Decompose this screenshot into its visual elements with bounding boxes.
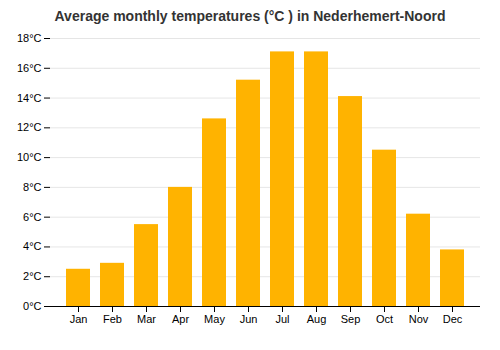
svg-text:10°C: 10°C (17, 151, 42, 163)
svg-text:14°C: 14°C (17, 92, 42, 104)
svg-text:Jan: Jan (70, 313, 88, 325)
svg-text:0°C: 0°C (23, 300, 42, 312)
svg-text:Jun: Jun (240, 313, 258, 325)
svg-text:6°C: 6°C (23, 211, 42, 223)
svg-text:18°C: 18°C (17, 32, 42, 44)
svg-text:16°C: 16°C (17, 62, 42, 74)
html-text:Average monthly temperatures (: Average monthly temperatures (°C ) in Ne… (54, 8, 446, 24)
svg-text:Jul: Jul (275, 313, 289, 325)
svg-text:Sep: Sep (341, 313, 361, 325)
svg-text:4°C: 4°C (23, 240, 42, 252)
svg-text:Oct: Oct (376, 313, 393, 325)
svg-text:12°C: 12°C (17, 121, 42, 133)
svg-text:Mar: Mar (137, 313, 156, 325)
svg-text:Aug: Aug (307, 313, 327, 325)
svg-text:Dec: Dec (443, 313, 463, 325)
svg-text:2°C: 2°C (23, 270, 42, 282)
svg-text:Feb: Feb (103, 313, 122, 325)
svg-text:Nov: Nov (409, 313, 429, 325)
svg-text:8°C: 8°C (23, 181, 42, 193)
svg-text:May: May (204, 313, 225, 325)
svg-text:Apr: Apr (172, 313, 189, 325)
